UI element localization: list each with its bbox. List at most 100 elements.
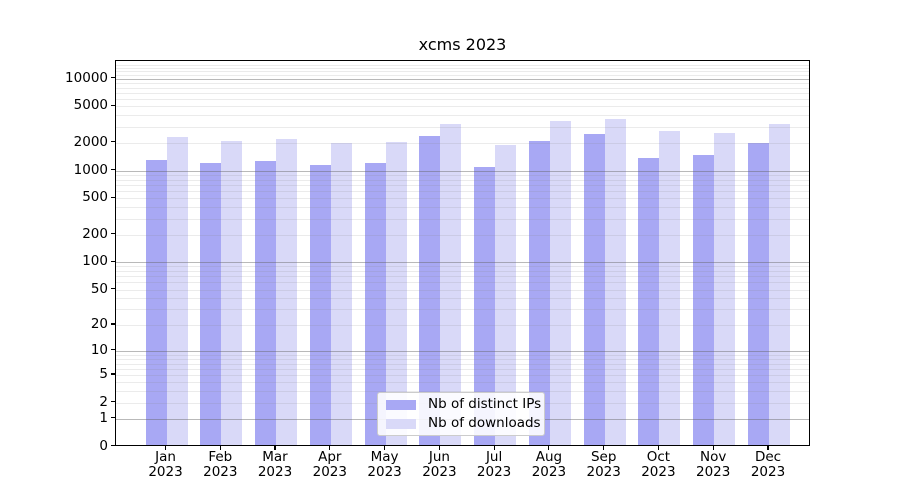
x-tick-label-mar: Mar 2023 [257,449,293,480]
x-tick-mark-dec [767,446,769,450]
gridline-70 [116,276,809,278]
bar-distinct-ips-jan [145,160,167,445]
bar-downloads-dec [769,123,790,445]
y-tick-mark-500 [111,196,115,198]
bar-downloads-jan [166,137,188,445]
y-tick-mark-0 [111,445,115,447]
gridline-1000 [116,170,809,172]
x-tick-label-apr: Apr 2023 [312,449,347,480]
x-tick-mark-jul [493,446,495,450]
gridline-800 [116,179,809,181]
x-tick-mark-feb [219,446,221,450]
y-tick-mark-100 [111,260,115,262]
bar-downloads-feb [221,140,243,445]
x-tick-mark-aug [548,446,550,450]
bar-distinct-ips-apr [309,165,331,445]
gridline-9000 [116,82,809,84]
gridline-80 [116,271,809,272]
y-tick-mark-20 [111,323,115,325]
x-tick-label-nov: Nov 2023 [696,449,731,480]
gridline-200 [116,234,809,236]
legend-label-downloads: Nb of downloads [428,415,541,431]
y-tick-mark-50 [111,287,115,290]
x-tick-mark-nov [712,446,714,450]
gridline-11000 [116,74,809,76]
y-tick-label-1000: 1000 [73,161,108,178]
gridline-900 [116,174,809,176]
legend-item-downloads: Nb of downloads [386,416,544,431]
gridline-4 [116,382,809,384]
y-tick-label-500: 500 [82,189,108,206]
y-tick-label-10000: 10000 [65,69,108,86]
bar-distinct-ips-sep [583,133,605,445]
x-tick-label-jul: Jul 2023 [476,449,512,480]
bar-downloads-oct [659,130,681,445]
y-tick-label-2: 2 [99,393,108,410]
gridlines-layer [116,61,809,445]
x-tick-mark-may [384,446,386,450]
x-tick-label-feb: Feb 2023 [203,449,238,480]
x-tick-label-may: May 2023 [367,449,402,480]
y-tick-label-50: 50 [90,280,108,297]
gridline-6 [116,368,809,370]
y-tick-mark-200 [111,233,115,235]
x-tick-label-jan: Jan 2023 [148,449,183,480]
bar-distinct-ips-feb [200,163,222,445]
gridline-5 [116,375,809,376]
gridline-40 [116,298,809,300]
gridline-50 [116,289,809,291]
gridline-12000 [116,71,809,73]
x-tick-mark-sep [603,446,605,450]
legend-label-distinct-ips: Nb of distinct IPs [428,396,542,412]
legend-swatch-downloads [386,418,416,429]
x-tick-label-oct: Oct 2023 [641,449,676,480]
gridline-8000 [116,87,809,89]
gridline-10 [116,350,809,352]
legend: Nb of distinct IPs Nb of downloads [377,392,545,436]
legend-item-distinct-ips: Nb of distinct IPs [386,397,544,412]
gridline-500 [116,198,809,200]
y-tick-mark-1 [111,417,115,419]
bar-downloads-apr [330,142,352,445]
x-tick-mark-jun [438,446,440,450]
gridline-5000 [116,106,809,108]
bar-distinct-ips-nov [693,154,715,445]
gridline-2000 [116,142,809,144]
bar-downloads-mar [276,138,297,445]
y-tick-label-1: 1 [99,409,108,426]
gridline-7 [116,363,809,365]
x-tick-label-aug: Aug 2023 [531,449,567,480]
gridline-3000 [116,126,809,128]
gridline-600 [116,190,809,192]
y-tick-label-100: 100 [82,253,108,270]
y-tick-mark-2 [111,401,115,403]
bar-downloads-may [385,141,407,445]
bar-distinct-ips-may [364,163,386,445]
gridline-300 [116,218,809,220]
y-tick-mark-10000 [111,77,115,79]
bar-downloads-jun [440,123,462,445]
gridline-6000 [116,99,809,100]
gridline-3 [116,391,809,393]
y-tick-mark-5000 [111,104,115,106]
y-tick-mark-2000 [111,141,115,143]
gridline-90 [116,266,809,268]
y-tick-mark-5 [111,373,115,375]
bar-distinct-ips-jun [419,136,441,445]
gridline-400 [116,207,809,209]
bar-distinct-ips-mar [255,161,276,445]
gridline-7000 [116,92,809,94]
y-tick-label-5: 5 [99,366,108,382]
gridline-700 [116,184,809,186]
y-tick-label-2000: 2000 [73,133,108,150]
x-tick-mark-jan [164,446,167,450]
bars-layer [116,61,809,445]
bar-downloads-jul [495,144,517,445]
bar-distinct-ips-aug [528,140,550,445]
y-tick-mark-10 [111,349,115,351]
gridline-30 [116,309,809,311]
y-tick-label-0: 0 [99,437,108,454]
gridline-60 [116,282,809,284]
bar-downloads-nov [714,132,736,445]
x-tick-label-sep: Sep 2023 [586,449,621,480]
